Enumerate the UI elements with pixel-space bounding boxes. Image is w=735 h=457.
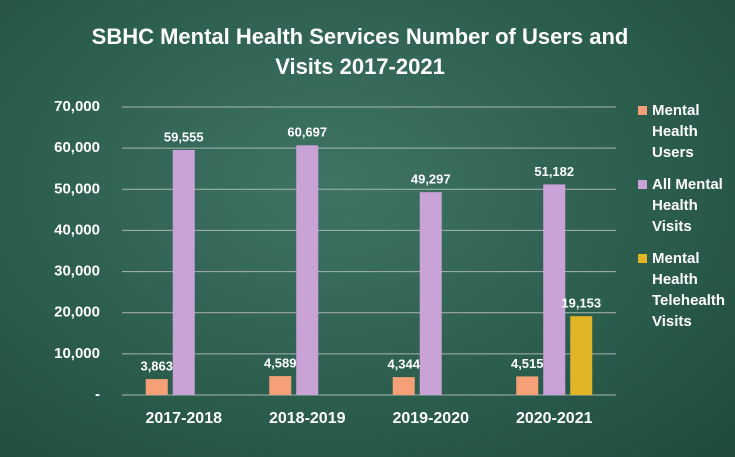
chart-title: SBHC Mental Health Services Number of Us…	[91, 24, 629, 79]
value-label: 4,589	[264, 356, 297, 371]
legend-label: All Mental Health Visits	[652, 176, 723, 235]
legend-item: Mental Health Users	[636, 100, 732, 163]
bar	[392, 377, 415, 395]
y-tick-label: 60,000	[54, 139, 100, 156]
legend-label: Mental Health Users	[652, 102, 700, 161]
bar	[145, 379, 168, 395]
legend-item: All Mental Health Visits	[636, 174, 732, 237]
y-tick-label: 30,000	[54, 263, 100, 280]
bar	[172, 149, 195, 395]
bar	[296, 145, 319, 395]
value-label: 51,182	[534, 164, 574, 179]
legend-swatch	[638, 180, 647, 189]
bar	[543, 184, 566, 395]
value-label: 19,153	[561, 296, 601, 311]
legend-item: Mental Health Telehealth Visits	[636, 248, 732, 332]
value-label: 60,697	[287, 125, 327, 140]
legend-swatch	[638, 106, 647, 115]
value-label: 4,344	[387, 357, 420, 372]
legend-swatch	[638, 254, 647, 263]
value-label: 4,515	[511, 356, 544, 371]
bar	[269, 376, 292, 395]
y-tick-label: 50,000	[54, 180, 100, 197]
legend: Mental Health Users All Mental Health Vis…	[636, 100, 732, 343]
y-tick-label: 40,000	[54, 221, 100, 238]
y-tick-label: 10,000	[54, 345, 100, 362]
value-label: 49,297	[411, 172, 451, 187]
bar	[570, 316, 593, 395]
x-tick-label: 2019-2020	[392, 410, 469, 427]
value-label: 59,555	[164, 129, 204, 144]
legend-label: Mental Health Telehealth Visits	[652, 250, 726, 330]
y-tick-label: 20,000	[54, 304, 100, 321]
value-label: 3,863	[140, 359, 173, 374]
bar	[419, 192, 442, 395]
y-tick-label: 70,000	[54, 98, 100, 115]
y-tick-label: -	[95, 386, 100, 403]
x-tick-label: 2017-2018	[145, 410, 222, 427]
bar	[516, 376, 539, 395]
x-tick-label: 2018-2019	[269, 410, 346, 427]
x-tick-label: 2020-2021	[516, 410, 593, 427]
